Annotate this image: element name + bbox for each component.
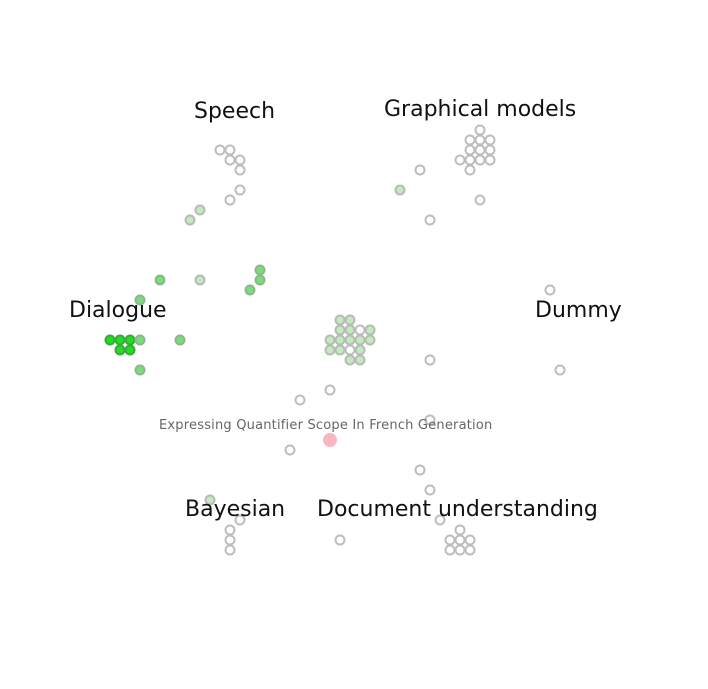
document-node[interactable] xyxy=(114,344,126,356)
document-node[interactable] xyxy=(484,134,496,146)
document-node[interactable] xyxy=(204,494,216,506)
document-node[interactable] xyxy=(354,334,366,346)
cluster-label-document-understanding[interactable]: Document understanding xyxy=(317,497,598,522)
document-node[interactable] xyxy=(254,264,266,276)
document-node[interactable] xyxy=(434,514,446,526)
document-node[interactable] xyxy=(344,334,356,346)
document-node[interactable] xyxy=(244,284,256,296)
document-node[interactable] xyxy=(354,324,366,336)
document-node[interactable] xyxy=(334,334,346,346)
cluster-label-dummy[interactable]: Dummy xyxy=(535,298,622,323)
document-node[interactable] xyxy=(394,184,406,196)
document-node[interactable] xyxy=(324,384,336,396)
document-node[interactable] xyxy=(474,124,486,136)
cluster-label-graphical-models[interactable]: Graphical models xyxy=(384,97,577,122)
document-node[interactable] xyxy=(344,354,356,366)
document-node[interactable] xyxy=(464,134,476,146)
document-node[interactable] xyxy=(254,274,266,286)
document-node[interactable] xyxy=(224,194,236,206)
document-node[interactable] xyxy=(214,144,226,156)
node-layer xyxy=(104,124,566,556)
cluster-label-dialogue[interactable]: Dialogue xyxy=(69,298,167,323)
document-node[interactable] xyxy=(234,154,246,166)
document-node[interactable] xyxy=(334,314,346,326)
document-node[interactable] xyxy=(464,544,476,556)
document-node[interactable] xyxy=(324,334,336,346)
document-node[interactable] xyxy=(424,484,436,496)
document-node[interactable] xyxy=(414,464,426,476)
document-node[interactable] xyxy=(154,274,166,286)
document-node[interactable] xyxy=(224,144,236,156)
document-node[interactable] xyxy=(474,194,486,206)
cluster-label-speech[interactable]: Speech xyxy=(194,99,276,124)
document-node[interactable] xyxy=(454,524,466,536)
document-node[interactable] xyxy=(464,164,476,176)
document-node[interactable] xyxy=(474,134,486,146)
document-node[interactable] xyxy=(474,144,486,156)
document-node[interactable] xyxy=(354,344,366,356)
document-node[interactable] xyxy=(414,164,426,176)
document-node[interactable] xyxy=(424,354,436,366)
document-node[interactable] xyxy=(364,334,376,346)
document-node[interactable] xyxy=(484,144,496,156)
document-node[interactable] xyxy=(184,214,196,226)
document-node[interactable] xyxy=(124,344,136,356)
document-node[interactable] xyxy=(354,354,366,366)
document-node[interactable] xyxy=(344,344,356,356)
highlighted-node[interactable] xyxy=(323,433,337,447)
document-node[interactable] xyxy=(334,324,346,336)
document-node[interactable] xyxy=(464,154,476,166)
document-node[interactable] xyxy=(554,364,566,376)
document-node[interactable] xyxy=(134,294,146,306)
document-node[interactable] xyxy=(194,204,206,216)
document-node[interactable] xyxy=(234,164,246,176)
document-node[interactable] xyxy=(544,284,556,296)
document-node[interactable] xyxy=(464,534,476,546)
document-node[interactable] xyxy=(224,154,236,166)
document-node[interactable] xyxy=(454,534,466,546)
document-node[interactable] xyxy=(134,334,146,346)
document-node[interactable] xyxy=(224,544,236,556)
document-node[interactable] xyxy=(444,544,456,556)
document-node[interactable] xyxy=(134,364,146,376)
document-node[interactable] xyxy=(234,184,246,196)
hovered-item-title: Expressing Quantifier Scope In French Ge… xyxy=(159,418,493,433)
document-node[interactable] xyxy=(224,524,236,536)
document-node[interactable] xyxy=(344,314,356,326)
document-node[interactable] xyxy=(464,144,476,156)
document-node[interactable] xyxy=(104,334,116,346)
document-node[interactable] xyxy=(454,544,466,556)
document-node[interactable] xyxy=(124,334,136,346)
document-node[interactable] xyxy=(324,344,336,356)
document-node[interactable] xyxy=(174,334,186,346)
document-node[interactable] xyxy=(454,154,466,166)
document-node[interactable] xyxy=(114,334,126,346)
document-node[interactable] xyxy=(484,154,496,166)
document-node[interactable] xyxy=(474,154,486,166)
document-node[interactable] xyxy=(334,534,346,546)
document-node[interactable] xyxy=(444,534,456,546)
document-node[interactable] xyxy=(194,274,206,286)
document-node[interactable] xyxy=(424,214,436,226)
document-node[interactable] xyxy=(344,324,356,336)
document-node[interactable] xyxy=(294,394,306,406)
document-node[interactable] xyxy=(284,444,296,456)
document-node[interactable] xyxy=(364,324,376,336)
document-node[interactable] xyxy=(424,414,436,426)
document-node[interactable] xyxy=(334,344,346,356)
document-node[interactable] xyxy=(224,534,236,546)
document-node[interactable] xyxy=(234,514,246,526)
cluster-label-bayesian[interactable]: Bayesian xyxy=(185,497,286,522)
